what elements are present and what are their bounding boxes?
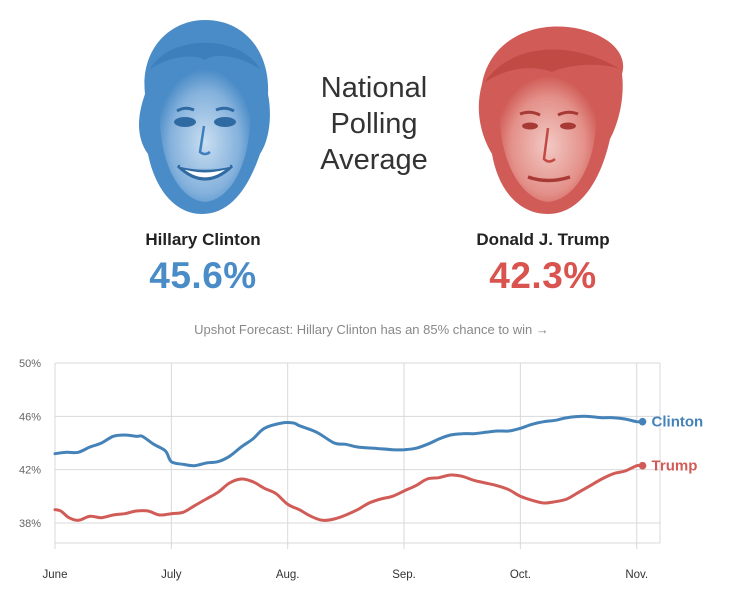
clinton-series-label: Clinton (652, 414, 704, 431)
x-tick-label: Aug. (276, 569, 300, 581)
y-tick-label: 46% (19, 411, 41, 423)
trump-name: Donald J. Trump (476, 230, 610, 249)
clinton-percent: 45.6% (149, 255, 257, 296)
x-tick-label: Nov. (625, 569, 648, 581)
x-tick-label: Oct. (510, 569, 531, 581)
forecast-link[interactable]: Upshot Forecast: Hillary Clinton has an … (194, 322, 549, 337)
trump-series-label: Trump (652, 458, 698, 475)
clinton-name: Hillary Clinton (145, 230, 261, 249)
y-tick-label: 38% (19, 518, 41, 530)
polling-line-chart: 50% 46% 42% 38% June July Aug. Sep. Oct. Nov. Clin… (19, 358, 704, 581)
title-line-2: Polling (330, 108, 418, 140)
title-line-1: National (320, 72, 428, 104)
clinton-face-icon (139, 20, 270, 214)
clinton-end-point (638, 417, 647, 426)
x-tick-label: June (43, 569, 68, 581)
x-tick-label: July (161, 569, 182, 581)
trump-end-point (638, 461, 647, 470)
trump-face-icon (478, 26, 624, 215)
y-tick-label: 42% (19, 465, 41, 477)
clinton-series-line (53, 414, 644, 468)
title-line-3: Average (320, 144, 428, 176)
x-tick-label: Sep. (392, 569, 416, 581)
trump-series-line (53, 463, 644, 522)
trump-percent: 42.3% (489, 255, 597, 296)
chart-title: National Polling Average (274, 70, 474, 178)
y-tick-label: 50% (19, 358, 41, 370)
